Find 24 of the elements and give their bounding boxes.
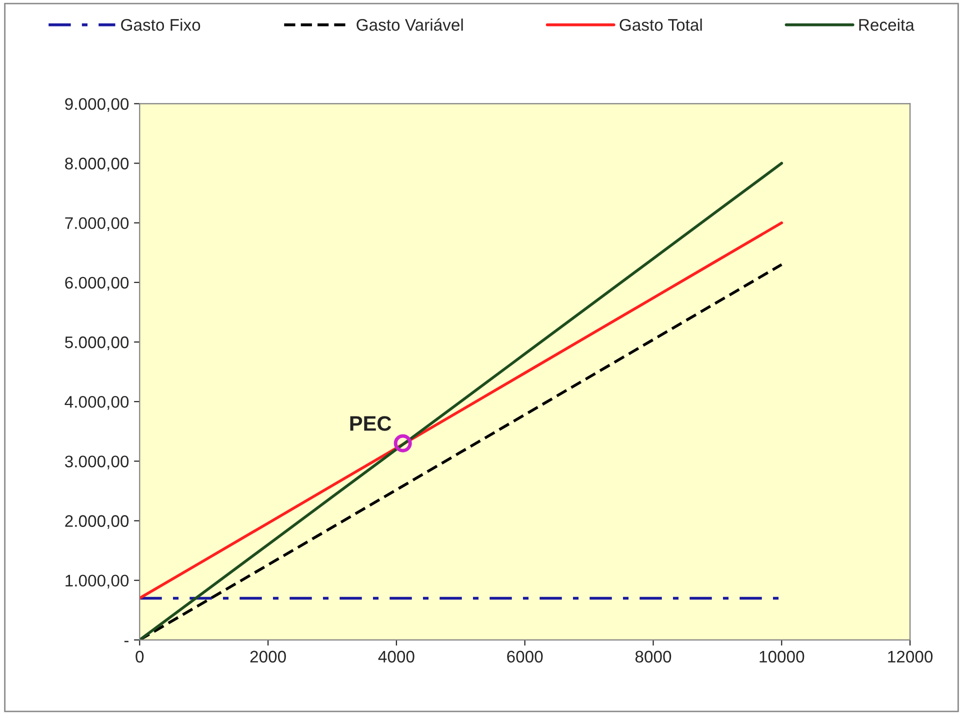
legend-label: Gasto Fixo: [121, 18, 200, 31]
legend-label: Receita: [859, 18, 914, 31]
legend-label: Gasto Total: [620, 18, 702, 31]
legend-label: Gasto Variável: [356, 18, 463, 31]
y-tick-label: -: [124, 640, 128, 642]
y-tick-label: 9.000,00: [65, 98, 129, 112]
y-tick-label: 7.000,00: [65, 217, 129, 232]
y-tick-label: 8.000,00: [65, 158, 129, 172]
x-tick-label: 10000: [760, 650, 804, 663]
x-tick-label: 0: [136, 650, 144, 663]
x-tick-label: 12000: [888, 650, 933, 663]
x-tick-label: 4000: [378, 650, 414, 663]
x-tick-label: 8000: [635, 650, 672, 663]
y-tick-label: 2.000,00: [65, 515, 129, 529]
annotation: PEC: [350, 416, 392, 431]
y-tick-label: 4.000,00: [64, 396, 129, 410]
x-tick-label: 2000: [250, 650, 286, 663]
x-tick-label: 6000: [507, 650, 543, 663]
y-tick-label: 6.000,00: [65, 276, 129, 291]
line-series: [140, 221, 784, 600]
y-tick-label: 3.000,00: [64, 456, 129, 470]
line-series: [140, 162, 784, 640]
y-tick-label: 5.000,00: [65, 336, 129, 350]
y-tick-label: 1.000,00: [66, 574, 129, 589]
